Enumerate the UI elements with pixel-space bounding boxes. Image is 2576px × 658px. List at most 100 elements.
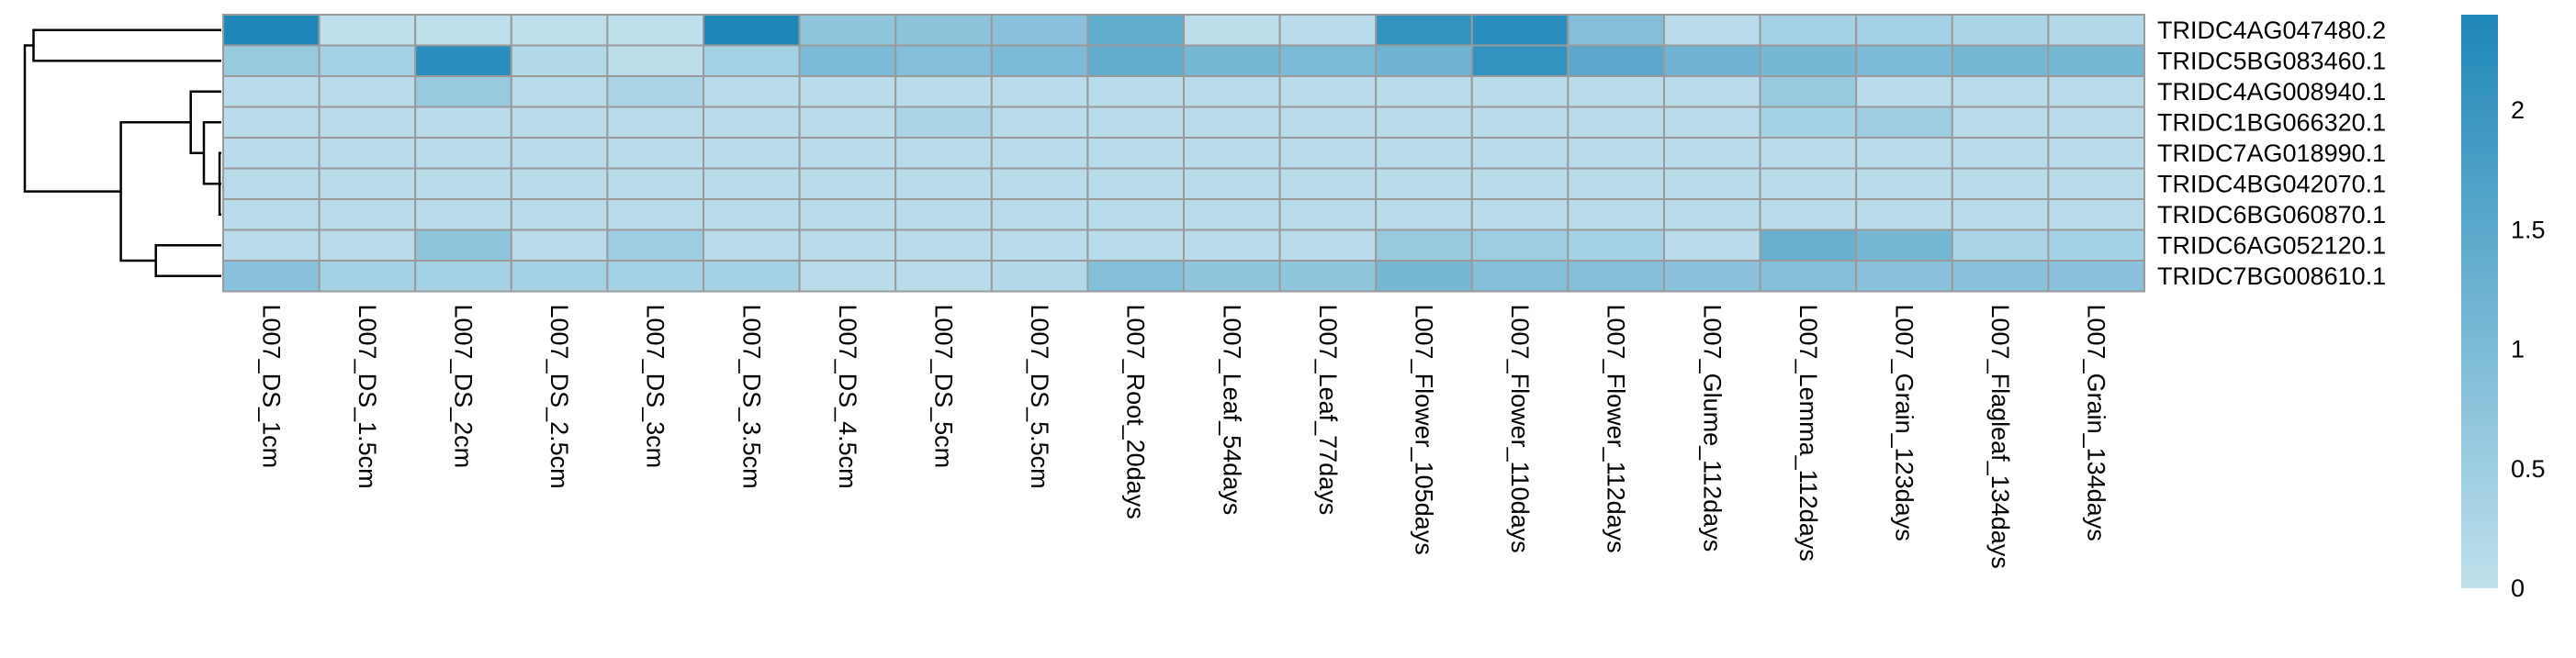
heatmap-cell <box>318 106 417 139</box>
column-label: L007_DS_2cm <box>450 305 478 469</box>
column-label: L007_Flagleaf_134days <box>1986 305 2014 569</box>
heatmap-cell <box>1086 260 1186 293</box>
column-label: L007_Glume_112days <box>1698 305 1726 552</box>
column-label: L007_Leaf_77days <box>1314 305 1342 516</box>
heatmap-cell <box>1086 137 1186 170</box>
heatmap-cell <box>1663 167 1761 200</box>
column-label: L007_DS_3cm <box>642 305 669 469</box>
heatmap-cell <box>414 198 512 231</box>
heatmap-cell <box>1855 75 1953 108</box>
heatmap-cell <box>1759 137 1858 170</box>
heatmap-cell <box>703 44 801 77</box>
heatmap-cell <box>606 137 705 170</box>
heatmap-cell <box>414 260 512 293</box>
heatmap-cell <box>1951 75 2050 108</box>
heatmap-cell <box>1470 167 1569 200</box>
heatmap-cell <box>1183 106 1281 139</box>
heatmap-cell <box>1567 167 1666 200</box>
heatmap-cell <box>798 229 897 262</box>
heatmap-cell <box>222 75 321 108</box>
heatmap-cell <box>2047 44 2145 77</box>
heatmap-cell <box>1183 229 1281 262</box>
heatmap-cell <box>1470 106 1569 139</box>
heatmap-cell <box>1759 44 1858 77</box>
heatmap-cell <box>1375 167 1473 200</box>
column-labels: L007_DS_1cm L007_DS_1.5cm L007_DS_2cm L007_… <box>257 305 2109 569</box>
heatmap-cell <box>414 106 512 139</box>
heatmap-cell <box>1183 137 1281 170</box>
heatmap-cell <box>1278 75 1378 108</box>
heatmap-cell <box>222 229 321 262</box>
heatmap-cell <box>1183 167 1281 200</box>
heatmap-cell <box>894 44 993 77</box>
heatmap-cell <box>1951 167 2050 200</box>
heatmap-cell <box>606 198 705 231</box>
heatmap-cell <box>1375 14 1473 47</box>
heatmap-cell <box>798 75 897 108</box>
color-scale-ticks: 0 0.5 1 1.5 2 <box>2511 96 2546 602</box>
heatmap-cell <box>1663 14 1761 47</box>
heatmap-cell <box>222 198 321 231</box>
heatmap-cell <box>1470 260 1569 293</box>
heatmap-cell <box>1278 198 1378 231</box>
heatmap-cell <box>1567 14 1666 47</box>
heatmap-cell <box>798 14 897 47</box>
heatmap-cell <box>510 75 609 108</box>
dendrogram-branch <box>23 44 121 193</box>
heatmap-cell <box>1855 44 1953 77</box>
heatmap-cell <box>1086 198 1186 231</box>
column-label: L007_Grain_134days <box>2083 305 2110 541</box>
heatmap-cell <box>1759 106 1858 139</box>
heatmap-cell <box>1855 229 1953 262</box>
heatmap-cell <box>1855 260 1953 293</box>
color-scale-bar <box>2461 15 2498 588</box>
heatmap-cell <box>1470 44 1569 77</box>
heatmap-cell <box>318 229 417 262</box>
heatmap-cell <box>1086 106 1186 139</box>
heatmap-cell <box>1470 75 1569 108</box>
heatmap-cell <box>1086 44 1186 77</box>
heatmap-cell <box>1951 137 2050 170</box>
heatmap-cell <box>1567 229 1666 262</box>
heatmap-cell <box>798 106 897 139</box>
heatmap-cell <box>1278 44 1378 77</box>
heatmap-cell <box>990 44 1089 77</box>
heatmap-cell <box>1759 14 1858 47</box>
row-label: TRIDC7BG008610.1 <box>2157 262 2386 290</box>
heatmap-cell <box>990 14 1089 47</box>
heatmap-cell <box>1951 106 2050 139</box>
heatmap-cell <box>222 44 321 77</box>
heatmap-cell <box>510 44 609 77</box>
heatmap-cell <box>414 137 512 170</box>
heatmap-cell <box>2047 137 2145 170</box>
heatmap-cell <box>1951 198 2050 231</box>
heatmap-cell <box>703 260 801 293</box>
heatmap-cell <box>510 137 609 170</box>
row-dendrogram <box>23 28 221 278</box>
legend-tick-label: 2 <box>2511 96 2525 124</box>
heatmap-cell <box>1183 44 1281 77</box>
heatmap-cell <box>894 260 993 293</box>
heatmap-cell <box>1183 198 1281 231</box>
heatmap-cell <box>1278 14 1378 47</box>
heatmap-cell <box>798 167 897 200</box>
column-label: L007_DS_4.5cm <box>834 305 861 489</box>
heatmap-cell <box>894 198 993 231</box>
heatmap-cell <box>990 137 1089 170</box>
heatmap-cell <box>798 137 897 170</box>
heatmap-cell <box>1278 260 1378 293</box>
heatmap-cell <box>1375 198 1473 231</box>
heatmap-cell <box>510 106 609 139</box>
heatmap-cell <box>414 44 512 77</box>
heatmap-cell <box>703 198 801 231</box>
heatmap-cell <box>703 167 801 200</box>
heatmap-cell <box>894 137 993 170</box>
heatmap-cell <box>1183 75 1281 108</box>
heatmap-cell <box>1951 260 2050 293</box>
heatmap-cell <box>990 229 1089 262</box>
dendrogram-branch <box>119 121 191 262</box>
heatmap-cell <box>1855 198 1953 231</box>
heatmap-cell <box>990 75 1089 108</box>
row-label: TRIDC1BG066320.1 <box>2157 108 2386 136</box>
